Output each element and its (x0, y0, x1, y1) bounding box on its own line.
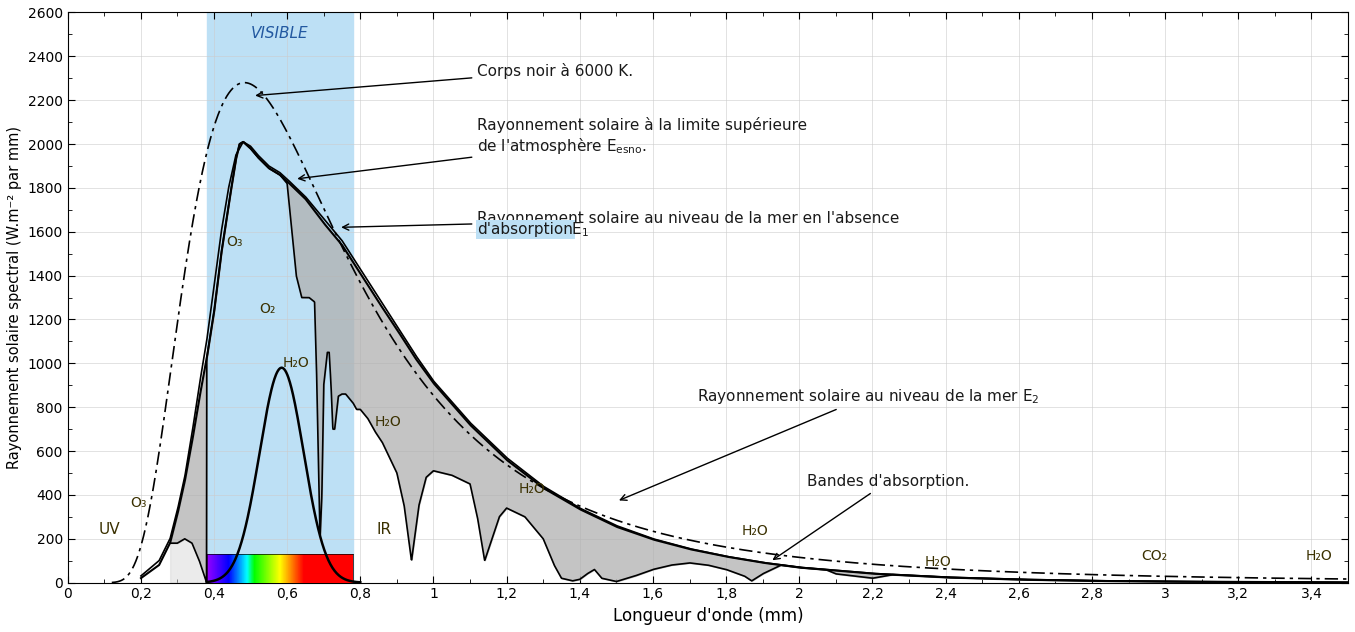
Text: O₃: O₃ (226, 235, 243, 249)
Text: d'absorption: d'absorption (477, 222, 573, 237)
Text: H₂O: H₂O (743, 524, 768, 538)
Bar (206, 13, 352, 583)
Text: H₂O: H₂O (1305, 549, 1332, 563)
Text: E$_1$: E$_1$ (566, 220, 589, 239)
Text: Bandes d'absorption.: Bandes d'absorption. (774, 474, 969, 559)
Text: IR: IR (377, 521, 392, 537)
Text: H₂O: H₂O (283, 356, 310, 370)
Text: H₂O: H₂O (374, 415, 401, 429)
Text: O₂: O₂ (259, 302, 275, 316)
X-axis label: Longueur d'onde (mm): Longueur d'onde (mm) (612, 607, 804, 625)
Text: H₂O: H₂O (925, 556, 951, 569)
Text: VISIBLE: VISIBLE (251, 26, 309, 40)
Text: H₂O: H₂O (519, 482, 546, 496)
Y-axis label: Rayonnement solaire spectral (W.m⁻² par mm): Rayonnement solaire spectral (W.m⁻² par … (7, 126, 22, 469)
Text: Rayonnement solaire à la limite supérieure
de l'atmosphère E$_{\mathregular{esno: Rayonnement solaire à la limite supérieu… (298, 117, 808, 181)
Text: CO₂: CO₂ (1141, 549, 1167, 563)
Text: Rayonnement solaire au niveau de la mer en l'absence: Rayonnement solaire au niveau de la mer … (343, 211, 900, 230)
Text: UV: UV (99, 521, 121, 537)
Text: O₃: O₃ (130, 496, 148, 510)
Text: Rayonnement solaire au niveau de la mer E$_2$: Rayonnement solaire au niveau de la mer … (621, 387, 1039, 501)
Text: Corps noir à 6000 K.: Corps noir à 6000 K. (256, 63, 634, 98)
